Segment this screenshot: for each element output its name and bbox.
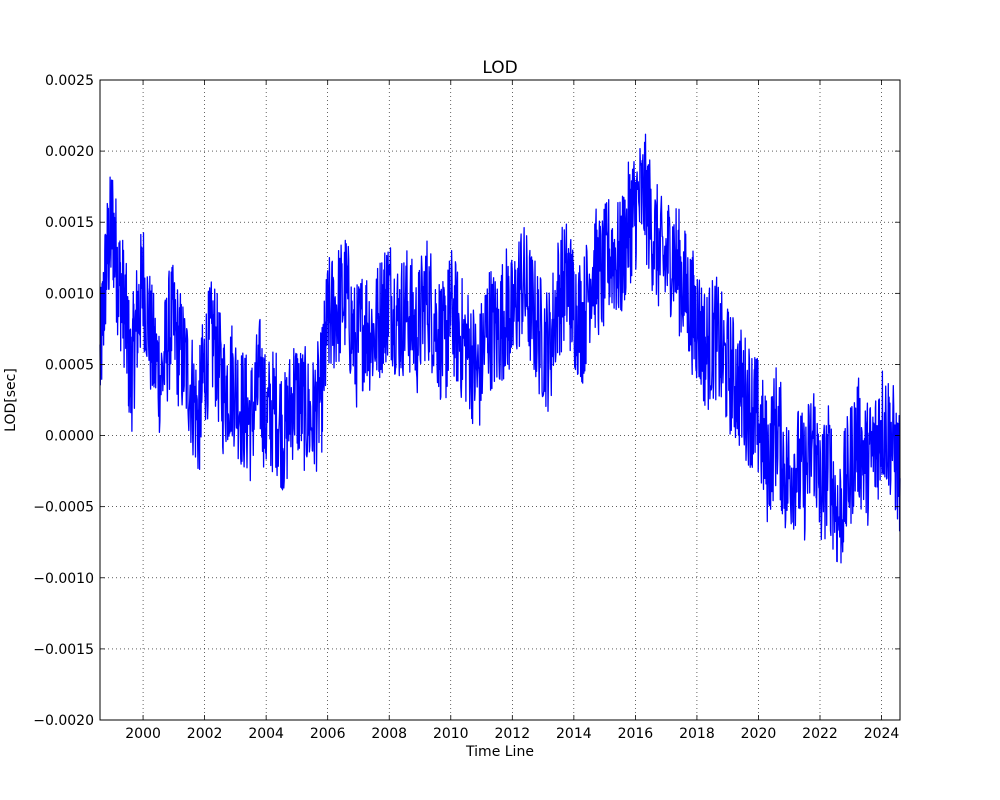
x-tick-label: 2012 [494,726,530,742]
y-tick-label: 0.0015 [45,215,94,231]
y-tick-label: −0.0010 [33,571,94,587]
x-tick-label: 2000 [125,726,161,742]
x-tick-label: 2002 [187,726,223,742]
x-tick-label: 2024 [864,726,900,742]
y-tick-label: 0.0025 [45,73,94,89]
y-tick-label: 0.0010 [45,286,94,302]
y-axis-title: LOD[sec] [3,368,19,432]
lod-series-line [99,133,901,564]
y-tick-label: −0.0015 [33,642,94,658]
x-tick-label: 2004 [248,726,284,742]
chart-title: LOD [482,58,517,78]
x-tick-label: 2006 [310,726,346,742]
x-tick-label: 2020 [741,726,777,742]
x-tick-label: 2010 [433,726,469,742]
x-tick-label: 2018 [679,726,715,742]
x-tick-label: 2014 [556,726,592,742]
ticks: 2000 2002 2004 2006 2008 2010 2012 2014 2016 2018… [33,73,900,742]
y-tick-label: −0.0020 [33,713,94,729]
x-tick-label: 2022 [802,726,838,742]
y-tick-label: −0.0005 [33,500,94,516]
series-layer [99,133,901,564]
plot-frame [99,79,901,721]
y-tick-label: 0.0005 [45,357,94,373]
y-tick-label: 0.0020 [45,144,94,160]
y-tick-label: 0.0000 [45,429,94,445]
x-axis-title: Time Line [465,744,534,760]
x-tick-label: 2016 [618,726,654,742]
x-tick-label: 2008 [371,726,407,742]
